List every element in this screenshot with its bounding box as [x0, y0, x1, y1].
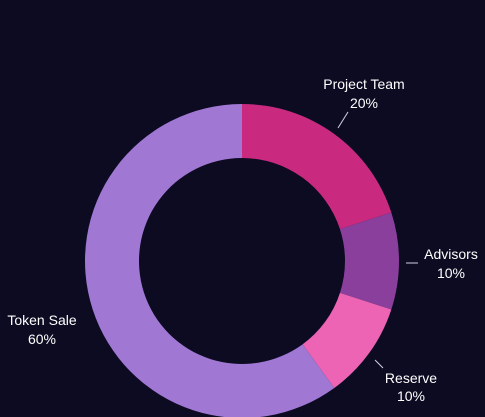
slice-value-advisors: 10% [437, 265, 465, 281]
slice-value-project-team: 20% [350, 95, 378, 111]
slice-label-reserve: Reserve [385, 370, 437, 386]
slice-value-reserve: 10% [397, 388, 425, 404]
slice-reserve[interactable] [302, 292, 392, 389]
slice-labels: Project Team 20% Advisors 10% Reserve 10… [7, 76, 477, 404]
donut-slices [85, 104, 399, 417]
leader-line-reserve [374, 359, 384, 369]
slice-token-sale[interactable] [85, 104, 335, 417]
slice-value-token-sale: 60% [28, 331, 56, 347]
slice-advisors[interactable] [339, 212, 399, 310]
leader-line-project-team [337, 111, 349, 129]
slice-project-team[interactable] [242, 104, 392, 230]
slice-label-project-team: Project Team [323, 76, 404, 92]
slice-label-advisors: Advisors [424, 246, 478, 262]
slice-label-token-sale: Token Sale [7, 312, 76, 328]
